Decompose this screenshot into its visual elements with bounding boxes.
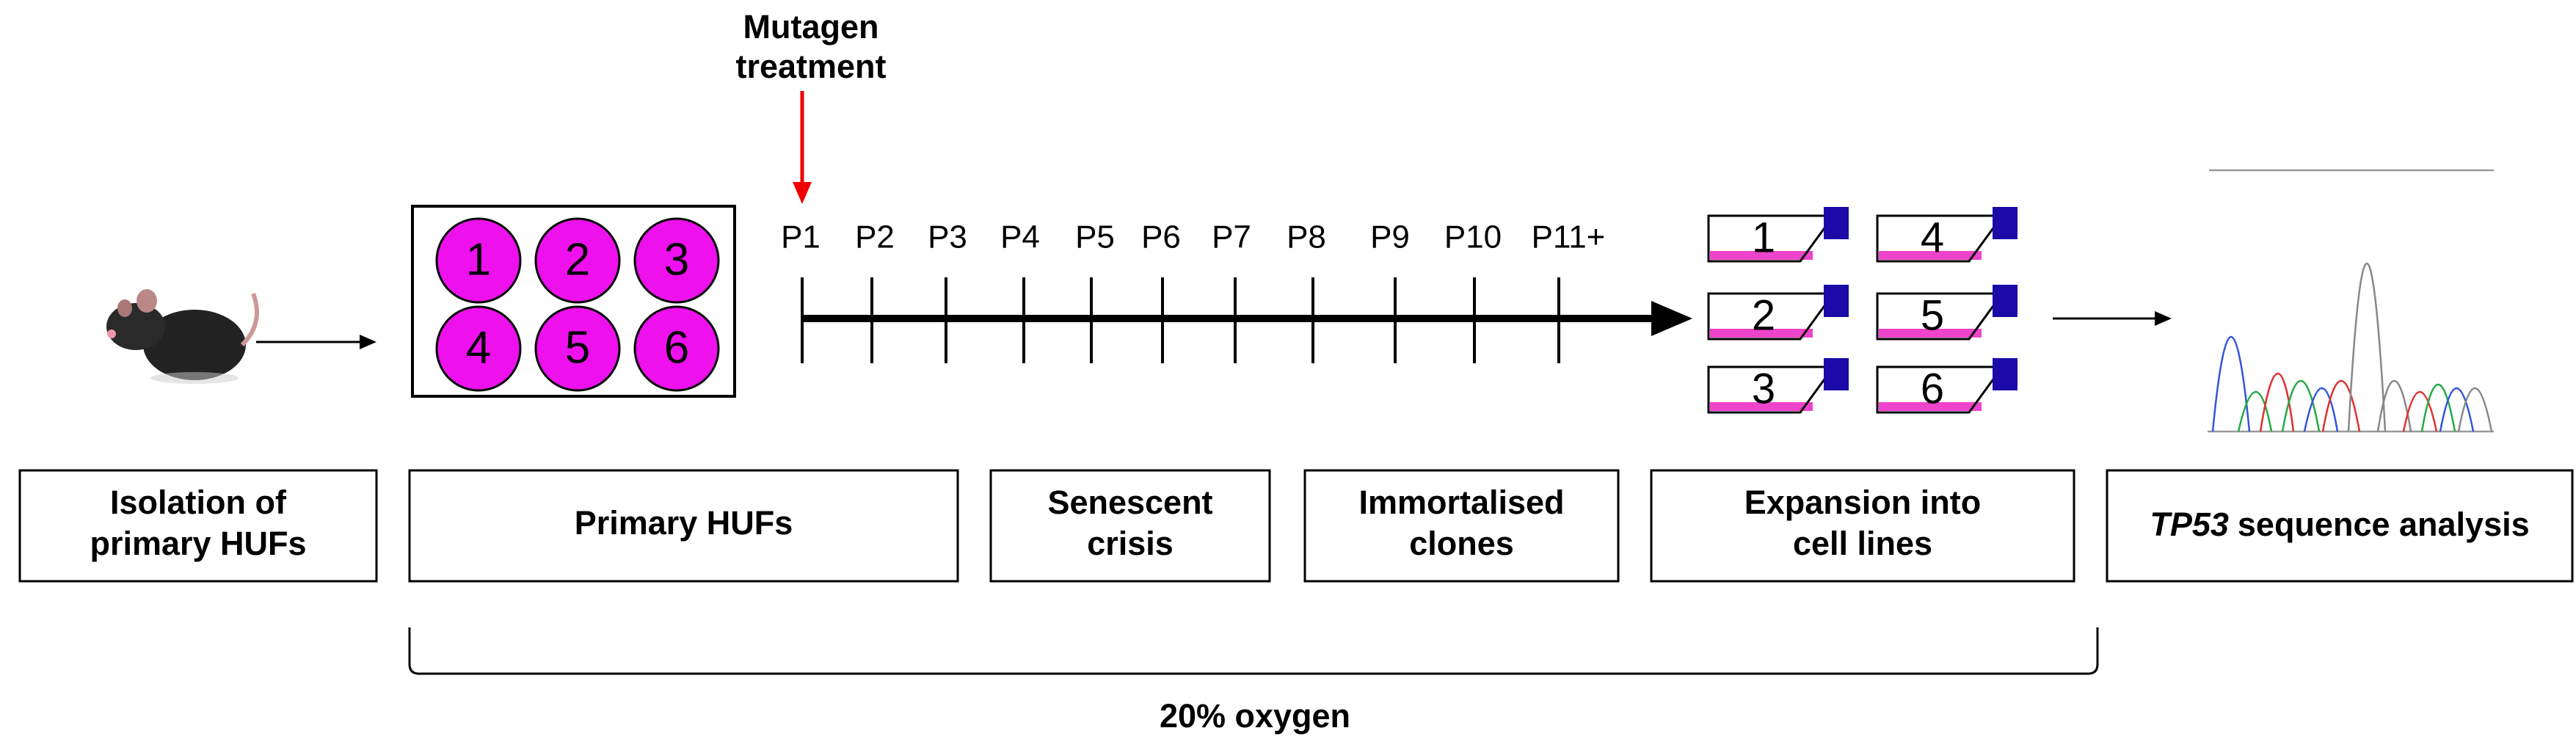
flask <box>1876 365 1996 414</box>
well-label: 5 <box>565 322 590 373</box>
well-label: 6 <box>664 322 689 373</box>
well-label: 2 <box>565 234 590 285</box>
well-label: 1 <box>466 234 491 285</box>
flask-label: 1 <box>1752 214 1775 261</box>
passage-label: P4 <box>1000 219 1040 255</box>
well-label: 4 <box>466 322 491 373</box>
passage-label: P1 <box>781 219 821 255</box>
flask-medium <box>1879 402 1982 411</box>
well <box>534 305 621 392</box>
stage-box <box>2106 469 2574 583</box>
flask-cap <box>1993 358 2017 390</box>
passage-label: P11+ <box>1532 219 1606 255</box>
passage-label: P6 <box>1141 219 1181 255</box>
arrow <box>256 335 376 349</box>
stage-box <box>1303 469 1620 583</box>
flask <box>1876 292 1996 341</box>
stage-label: crisis <box>1087 525 1174 562</box>
flask-label: 6 <box>1921 365 1944 412</box>
well-plate <box>411 205 736 398</box>
flask-medium <box>1879 251 1982 260</box>
flask-cap <box>1993 207 2017 239</box>
passage-label: P10 <box>1444 219 1502 255</box>
flask <box>1707 214 1827 263</box>
flask-cap <box>1824 358 1849 390</box>
flask-medium <box>1710 329 1813 338</box>
flask-label: 2 <box>1752 291 1775 339</box>
stage-label: Isolation of <box>110 484 287 521</box>
stage-label: TP53 sequence analysis <box>2150 506 2529 543</box>
flask-medium <box>1710 251 1813 260</box>
flask-medium <box>1710 402 1813 411</box>
bracket <box>408 627 2099 675</box>
stage-box <box>1650 469 2075 583</box>
passage-label: P3 <box>928 219 967 255</box>
well <box>534 217 621 304</box>
passage-label: P7 <box>1212 219 1251 255</box>
stage-label-text: sequence analysis <box>2238 506 2530 543</box>
flask-cap <box>1824 207 1849 239</box>
stage-label: cell lines <box>1793 525 1932 562</box>
bracket-label: 20% oxygen <box>1160 697 1350 735</box>
flask-medium <box>1879 329 1982 338</box>
stage-box <box>408 469 959 583</box>
well <box>435 305 522 392</box>
passage-label: P8 <box>1287 219 1326 255</box>
stage-label: primary HUFs <box>90 525 306 562</box>
stage-label: Expansion into <box>1744 484 1982 521</box>
stage-label: Primary HUFs <box>575 504 793 542</box>
stage-label: Immortalised <box>1358 484 1564 521</box>
stage-label: clones <box>1409 525 1514 562</box>
annotation: treatment <box>735 48 886 85</box>
flask-cap <box>1993 285 2017 317</box>
passage-label: P5 <box>1075 219 1115 255</box>
passage-label: P9 <box>1370 219 1410 255</box>
well <box>633 305 720 392</box>
stage-label: Senescent <box>1047 484 1212 521</box>
passage-label: P2 <box>855 219 895 255</box>
stage-box <box>18 469 378 583</box>
flask <box>1876 214 1996 263</box>
well-label: 3 <box>664 234 689 285</box>
flask-cap <box>1824 285 1849 317</box>
chromatogram <box>2208 169 2494 433</box>
well <box>633 217 720 304</box>
flask-label: 4 <box>1921 214 1944 261</box>
flask-label: 3 <box>1752 365 1775 412</box>
stage-label-italic: TP53 <box>2150 506 2229 543</box>
mouse-icon <box>106 289 259 384</box>
flask <box>1707 365 1827 414</box>
flask <box>1707 292 1827 341</box>
flask-label: 5 <box>1921 291 1944 339</box>
stage-box <box>989 469 1271 583</box>
annotation: Mutagen <box>743 8 879 45</box>
arrow <box>2053 311 2172 326</box>
mutagen-arrow <box>793 91 812 204</box>
well <box>435 217 522 304</box>
